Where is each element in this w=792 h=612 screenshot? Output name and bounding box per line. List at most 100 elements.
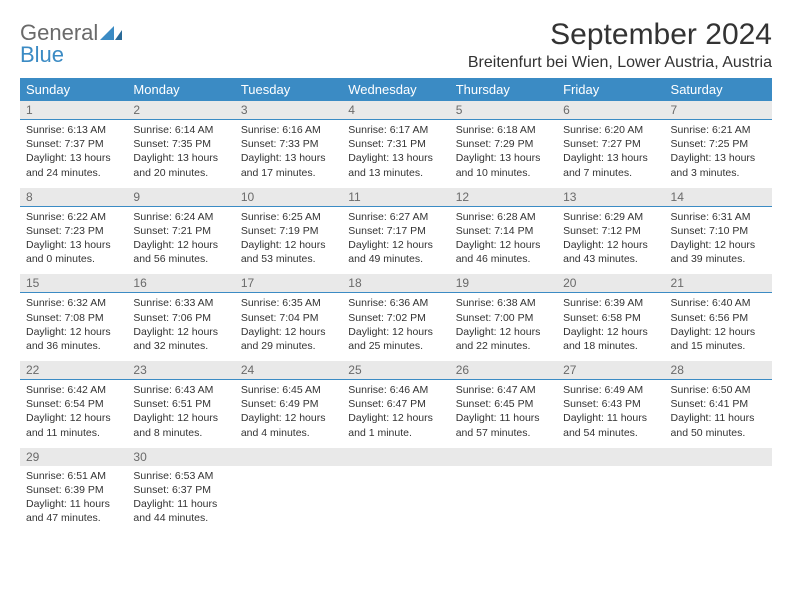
daylight-text-1: Daylight: 12 hours [456, 238, 551, 252]
day-cell: Sunrise: 6:22 AMSunset: 7:23 PMDaylight:… [20, 206, 127, 274]
week-number-row: 2930 [20, 448, 772, 466]
daylight-text-1: Daylight: 11 hours [133, 497, 228, 511]
day-number: 29 [20, 448, 127, 466]
day-number: 13 [557, 188, 664, 207]
sunrise-text: Sunrise: 6:14 AM [133, 123, 228, 137]
daylight-text-1: Daylight: 13 hours [26, 151, 121, 165]
sunset-text: Sunset: 7:37 PM [26, 137, 121, 151]
sunset-text: Sunset: 7:00 PM [456, 311, 551, 325]
day-cell: Sunrise: 6:13 AMSunset: 7:37 PMDaylight:… [20, 120, 127, 188]
daylight-text-1: Daylight: 12 hours [26, 411, 121, 425]
day-number: 21 [665, 274, 772, 293]
daylight-text-1: Daylight: 13 hours [456, 151, 551, 165]
sunrise-text: Sunrise: 6:53 AM [133, 469, 228, 483]
week-body-row: Sunrise: 6:32 AMSunset: 7:08 PMDaylight:… [20, 293, 772, 361]
day-cell: Sunrise: 6:33 AMSunset: 7:06 PMDaylight:… [127, 293, 234, 361]
daylight-text-2: and 32 minutes. [133, 339, 228, 353]
day-number: 14 [665, 188, 772, 207]
day-cell: Sunrise: 6:50 AMSunset: 6:41 PMDaylight:… [665, 380, 772, 448]
day-header: Wednesday [342, 78, 449, 101]
sunrise-text: Sunrise: 6:17 AM [348, 123, 443, 137]
sunrise-text: Sunrise: 6:25 AM [241, 210, 336, 224]
calendar-body: 1234567Sunrise: 6:13 AMSunset: 7:37 PMDa… [20, 101, 772, 534]
logo-text: General Blue [20, 22, 122, 66]
sunset-text: Sunset: 7:08 PM [26, 311, 121, 325]
sunrise-text: Sunrise: 6:49 AM [563, 383, 658, 397]
daylight-text-1: Daylight: 12 hours [563, 325, 658, 339]
sunset-text: Sunset: 7:23 PM [26, 224, 121, 238]
day-cell: Sunrise: 6:46 AMSunset: 6:47 PMDaylight:… [342, 380, 449, 448]
daylight-text-1: Daylight: 11 hours [563, 411, 658, 425]
daylight-text-1: Daylight: 12 hours [133, 238, 228, 252]
day-cell: Sunrise: 6:53 AMSunset: 6:37 PMDaylight:… [127, 466, 234, 534]
daylight-text-2: and 47 minutes. [26, 511, 121, 525]
daylight-text-2: and 29 minutes. [241, 339, 336, 353]
sunset-text: Sunset: 7:33 PM [241, 137, 336, 151]
daylight-text-1: Daylight: 12 hours [26, 325, 121, 339]
daylight-text-1: Daylight: 13 hours [133, 151, 228, 165]
sunrise-text: Sunrise: 6:22 AM [26, 210, 121, 224]
daylight-text-1: Daylight: 13 hours [26, 238, 121, 252]
day-cell: Sunrise: 6:31 AMSunset: 7:10 PMDaylight:… [665, 206, 772, 274]
daylight-text-2: and 39 minutes. [671, 252, 766, 266]
daylight-text-2: and 57 minutes. [456, 426, 551, 440]
sunrise-text: Sunrise: 6:35 AM [241, 296, 336, 310]
page-subtitle: Breitenfurt bei Wien, Lower Austria, Aus… [468, 54, 772, 72]
sunset-text: Sunset: 6:47 PM [348, 397, 443, 411]
day-number: 9 [127, 188, 234, 207]
sunset-text: Sunset: 6:37 PM [133, 483, 228, 497]
day-number: 22 [20, 361, 127, 380]
day-cell [342, 466, 449, 534]
day-cell: Sunrise: 6:17 AMSunset: 7:31 PMDaylight:… [342, 120, 449, 188]
daylight-text-2: and 3 minutes. [671, 166, 766, 180]
day-cell: Sunrise: 6:43 AMSunset: 6:51 PMDaylight:… [127, 380, 234, 448]
daylight-text-1: Daylight: 12 hours [563, 238, 658, 252]
sunrise-text: Sunrise: 6:47 AM [456, 383, 551, 397]
sunrise-text: Sunrise: 6:28 AM [456, 210, 551, 224]
daylight-text-2: and 10 minutes. [456, 166, 551, 180]
sunrise-text: Sunrise: 6:31 AM [671, 210, 766, 224]
day-header: Saturday [665, 78, 772, 101]
week-number-row: 1234567 [20, 101, 772, 120]
sunrise-text: Sunrise: 6:13 AM [26, 123, 121, 137]
day-number: 1 [20, 101, 127, 120]
daylight-text-1: Daylight: 13 hours [241, 151, 336, 165]
daylight-text-2: and 7 minutes. [563, 166, 658, 180]
daylight-text-2: and 43 minutes. [563, 252, 658, 266]
sunset-text: Sunset: 7:29 PM [456, 137, 551, 151]
sunset-text: Sunset: 6:39 PM [26, 483, 121, 497]
sunrise-text: Sunrise: 6:20 AM [563, 123, 658, 137]
day-cell [665, 466, 772, 534]
sunrise-text: Sunrise: 6:45 AM [241, 383, 336, 397]
day-number: 15 [20, 274, 127, 293]
day-cell [557, 466, 664, 534]
week-number-row: 891011121314 [20, 188, 772, 207]
day-number: 27 [557, 361, 664, 380]
day-cell: Sunrise: 6:51 AMSunset: 6:39 PMDaylight:… [20, 466, 127, 534]
day-number: 19 [450, 274, 557, 293]
daylight-text-1: Daylight: 12 hours [241, 325, 336, 339]
day-number: 20 [557, 274, 664, 293]
daylight-text-2: and 24 minutes. [26, 166, 121, 180]
day-cell: Sunrise: 6:47 AMSunset: 6:45 PMDaylight:… [450, 380, 557, 448]
sunset-text: Sunset: 6:41 PM [671, 397, 766, 411]
day-header: Thursday [450, 78, 557, 101]
daylight-text-2: and 0 minutes. [26, 252, 121, 266]
day-number [557, 448, 664, 466]
day-cell: Sunrise: 6:32 AMSunset: 7:08 PMDaylight:… [20, 293, 127, 361]
day-cell: Sunrise: 6:38 AMSunset: 7:00 PMDaylight:… [450, 293, 557, 361]
daylight-text-2: and 54 minutes. [563, 426, 658, 440]
daylight-text-2: and 11 minutes. [26, 426, 121, 440]
sunrise-text: Sunrise: 6:50 AM [671, 383, 766, 397]
sunrise-text: Sunrise: 6:16 AM [241, 123, 336, 137]
day-header-row: Sunday Monday Tuesday Wednesday Thursday… [20, 78, 772, 101]
day-cell: Sunrise: 6:35 AMSunset: 7:04 PMDaylight:… [235, 293, 342, 361]
sunrise-text: Sunrise: 6:32 AM [26, 296, 121, 310]
sunrise-text: Sunrise: 6:46 AM [348, 383, 443, 397]
daylight-text-1: Daylight: 12 hours [241, 238, 336, 252]
daylight-text-2: and 46 minutes. [456, 252, 551, 266]
daylight-text-1: Daylight: 13 hours [563, 151, 658, 165]
day-cell: Sunrise: 6:45 AMSunset: 6:49 PMDaylight:… [235, 380, 342, 448]
day-header: Friday [557, 78, 664, 101]
day-cell: Sunrise: 6:20 AMSunset: 7:27 PMDaylight:… [557, 120, 664, 188]
